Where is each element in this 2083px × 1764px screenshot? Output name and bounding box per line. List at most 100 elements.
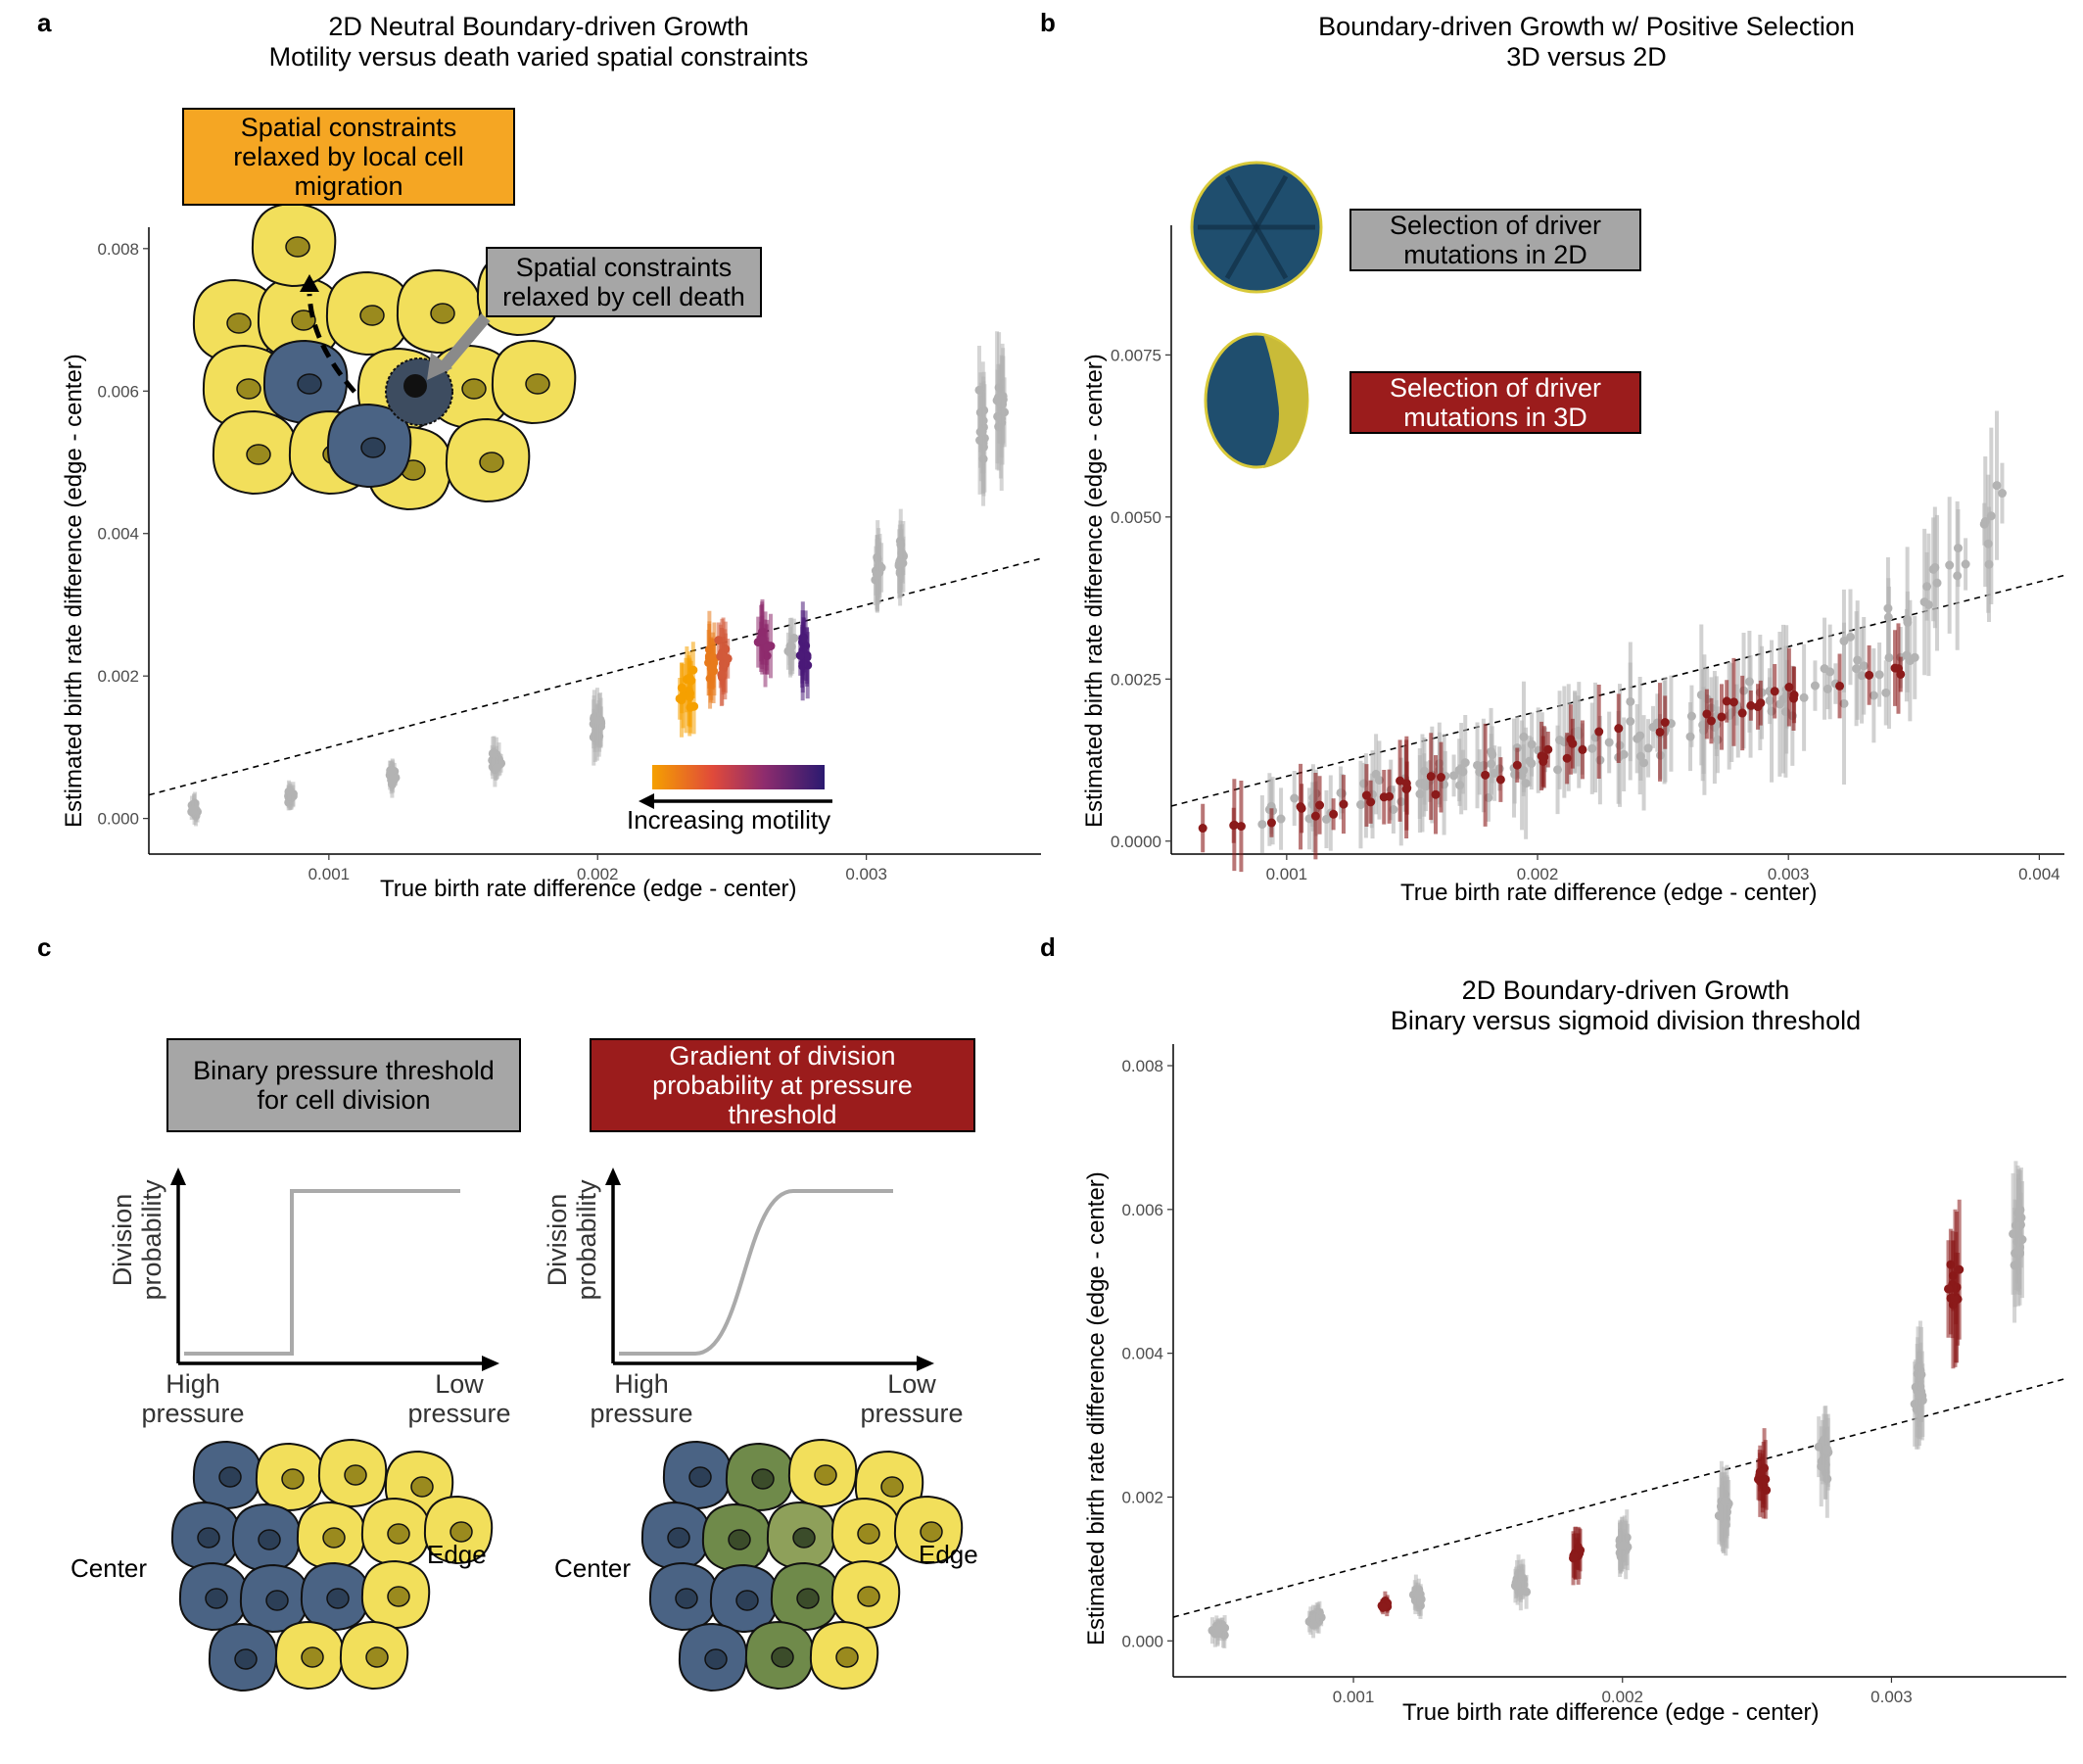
panel-b-2d-tumor-sector-icon xyxy=(1224,225,1259,280)
panel-b-red-point xyxy=(1660,718,1670,728)
panel-b-grey-point xyxy=(1997,489,2007,499)
panel-b-2d-tumor-sector-icon xyxy=(1224,174,1259,229)
panel-b-grey-point xyxy=(1555,736,1565,745)
panel-c-label: c xyxy=(37,932,52,962)
panel-a-death-box: Spatial constraints relaxed by cell death xyxy=(486,247,762,317)
panel-a-grey-point xyxy=(896,558,906,568)
panel-d-title: 2D Boundary-driven Growth Binary versus … xyxy=(1312,976,1939,1036)
panel-c-right-nucleus-icon xyxy=(751,1468,775,1490)
panel-d-y-tick-label: 0.000 xyxy=(1121,1632,1163,1650)
panel-c-right-y-arrowhead xyxy=(605,1168,621,1185)
panel-b-grey-point xyxy=(1853,655,1863,665)
panel-a-grey-point xyxy=(488,748,497,758)
panel-a-migration-arrow xyxy=(307,293,356,394)
panel-b-red-point xyxy=(1770,687,1779,696)
panel-a-grey-point xyxy=(189,805,199,815)
panel-a-grey-point xyxy=(493,762,502,772)
panel-a-nucleus-icon xyxy=(360,437,386,458)
panel-c-left-nucleus-icon xyxy=(218,1466,242,1488)
panel-b-2d-box: Selection of driver mutations in 2D xyxy=(1349,209,1641,271)
panel-a-x-tick-label: 0.003 xyxy=(845,865,887,883)
panel-d-grey-point xyxy=(1522,1587,1532,1597)
panel-c-left-nucleus-icon xyxy=(365,1646,389,1668)
panel-b-grey-point xyxy=(1455,781,1465,790)
panel-d-grey-point xyxy=(1308,1620,1318,1630)
panel-d-red-point xyxy=(1955,1264,1965,1274)
panel-a-migration-box: Spatial constraints relaxed by local cell… xyxy=(182,108,515,206)
panel-d-y-tick-label: 0.004 xyxy=(1121,1345,1163,1363)
panel-b-red-point xyxy=(1512,760,1522,770)
panel-b-red-point xyxy=(1737,708,1747,718)
panel-d-grey-point xyxy=(2013,1246,2023,1256)
panel-b-title: Boundary-driven Growth w/ Positive Selec… xyxy=(1273,12,1900,72)
panel-d-label: d xyxy=(1040,932,1056,962)
panel-a-nucleus-icon xyxy=(236,378,261,400)
panel-a-title: 2D Neutral Boundary-driven Growth Motili… xyxy=(245,12,832,72)
panel-d-red-point xyxy=(1574,1542,1584,1551)
panel-b-identity-line xyxy=(1170,574,2065,807)
panel-b-red-point xyxy=(1431,789,1441,799)
panel-c-right-center-label: Center xyxy=(554,1553,632,1583)
panel-b-red-point xyxy=(1568,739,1578,748)
panel-d-red-point xyxy=(1944,1284,1954,1294)
panel-d-x-tick-label: 0.001 xyxy=(1333,1688,1375,1706)
panel-d-ylabel: Estimated birth rate difference (edge - … xyxy=(1083,1171,1110,1645)
panel-a-x-tick-label: 0.001 xyxy=(308,865,351,883)
panel-b-grey-point xyxy=(1810,681,1820,691)
panel-a-motility-point xyxy=(762,643,772,652)
panel-c-right-x-arrowhead xyxy=(917,1356,934,1371)
panel-b-grey-point xyxy=(1643,743,1653,753)
panel-a-title-line2: Motility versus death varied spatial con… xyxy=(268,42,809,72)
panel-b-grey-point xyxy=(1919,597,1929,607)
panel-c-left-edge-label: Edge xyxy=(427,1540,487,1569)
panel-a-y-tick-label: 0.006 xyxy=(97,382,139,401)
panel-b-grey-point xyxy=(1527,758,1537,768)
panel-a-nucleus-icon xyxy=(359,305,385,326)
panel-b-red-point xyxy=(1537,751,1546,761)
panel-c-right-nucleus-icon xyxy=(835,1646,859,1668)
panel-c-left-nucleus-icon xyxy=(410,1476,434,1498)
panel-d-grey-point xyxy=(1914,1390,1923,1400)
panel-c-sigmoid-curve xyxy=(619,1189,893,1356)
panel-b-red-point xyxy=(1543,744,1553,754)
panel-b-title-line2: 3D versus 2D xyxy=(1506,42,1667,72)
panel-c-left-nucleus-icon xyxy=(387,1586,410,1607)
panel-a-nucleus-icon xyxy=(297,373,322,395)
panel-b-title-line1: Boundary-driven Growth w/ Positive Selec… xyxy=(1318,12,1855,41)
panel-a-nucleus-icon xyxy=(525,373,550,395)
panel-b-red-point xyxy=(1396,776,1405,786)
panel-a-grey-point xyxy=(593,716,603,726)
panel-c-right-edge-label: Edge xyxy=(919,1540,978,1569)
panel-b-grey-point xyxy=(1573,726,1583,736)
panel-b-x-tick-label: 0.002 xyxy=(1517,865,1559,883)
panel-b-grey-point xyxy=(1928,564,1938,574)
panel-b-grey-point xyxy=(1869,691,1878,700)
panel-b-red-point xyxy=(1702,709,1712,719)
panel-b-red-point xyxy=(1835,681,1845,691)
panel-c-right-nucleus-icon xyxy=(857,1523,880,1545)
panel-b-red-point xyxy=(1717,712,1727,722)
panel-b-y-tick-label: 0.0000 xyxy=(1111,833,1161,851)
panel-a-grey-point xyxy=(998,391,1008,401)
panel-a-migration-arrowhead xyxy=(300,274,319,292)
panel-b-red-point xyxy=(1426,772,1436,782)
panel-b-grey-point xyxy=(1321,814,1331,824)
panel-b-red-point xyxy=(1896,669,1906,679)
panel-d-grey-point xyxy=(1619,1541,1629,1550)
panel-a-colorbar-label: Increasing motility xyxy=(627,805,831,834)
panel-b-red-point xyxy=(1236,822,1246,832)
panel-b-red-point xyxy=(1722,696,1731,706)
panel-b-grey-point xyxy=(1685,732,1695,741)
panel-a-identity-line xyxy=(148,557,1042,796)
panel-b-x-tick-label: 0.004 xyxy=(2018,865,2060,883)
panel-c-right-nucleus-icon xyxy=(792,1527,816,1549)
panel-c-right-nucleus-icon xyxy=(857,1586,880,1607)
panel-b-red-point xyxy=(1865,670,1874,680)
panel-c-binary-step-curve xyxy=(184,1189,460,1356)
panel-a-grey-point xyxy=(873,570,882,580)
panel-b-grey-point xyxy=(1374,776,1384,786)
panel-c-right-nucleus-icon xyxy=(667,1527,690,1549)
panel-a-motility-point xyxy=(757,636,767,645)
